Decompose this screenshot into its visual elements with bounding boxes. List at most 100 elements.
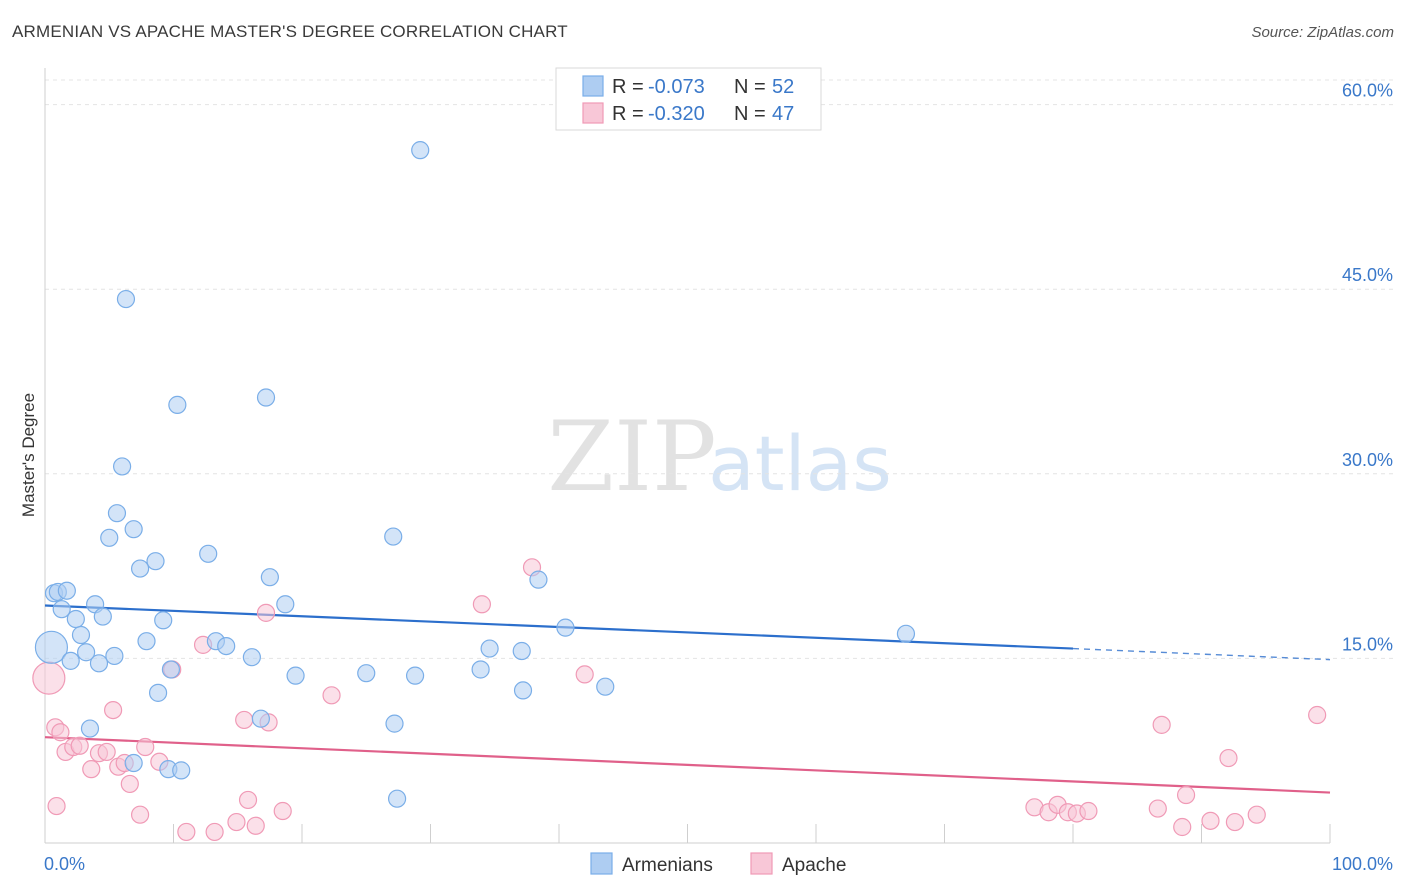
armenians-point [124,520,143,539]
series-legend: Armenians Apache [590,852,846,876]
apache-point [472,595,491,614]
apache-point [47,796,66,816]
armenians-point [411,141,430,160]
armenians-point [89,654,109,673]
armenians-point [480,639,499,658]
armenians-point [405,666,425,685]
armenians-point [529,570,548,589]
legend-n-value-apache: 47 [772,103,794,125]
y-tick-label: 60.0% [1342,81,1393,101]
legend-n-value-armenians: 52 [772,76,794,98]
armenians-point [199,544,218,563]
armenians-point [57,581,76,600]
correlation-legend: R = -0.073 N = 52 R = -0.320 N = 47 [555,67,822,131]
apache-point [82,760,101,779]
apache-point [136,737,155,757]
armenians-point [130,559,150,578]
armenians-point [80,719,100,738]
axes [44,68,1331,844]
apache-point [1308,705,1327,725]
armenians-point [276,595,295,614]
apache-point [273,801,292,821]
apache-point [177,822,196,842]
legend-swatch-apache [582,102,604,124]
trend-line-apache [44,736,1331,794]
armenians-point [124,753,143,773]
armenians-point [61,651,80,670]
y-tick-label: 45.0% [1342,265,1393,285]
legend-r-value-armenians: -0.073 [648,76,705,98]
y-tick-labels: 15.0% 30.0% 45.0% 60.0% [1342,81,1393,655]
y-tick-label: 30.0% [1342,450,1393,470]
trend-line-extension-armenians [1072,647,1331,661]
apache-point [1079,801,1098,821]
watermark-atlas: atlas [708,419,892,508]
legend-n-label-armenians: N = [734,76,766,98]
armenians-point [387,789,407,808]
apache-point [322,686,341,705]
armenians-point [513,681,533,700]
armenians-point [596,677,615,696]
armenians-point [242,648,261,667]
apache-point [1219,748,1238,768]
armenians-point [286,666,305,685]
legend-r-label-armenians: R = [612,76,644,98]
apache-point [246,816,265,835]
armenians-point [217,636,236,656]
apache-point [235,710,254,730]
trend-lines [44,604,1331,794]
apache-point [1173,817,1192,837]
series-legend-label-apache: Apache [782,855,846,876]
apache-point [1152,715,1171,734]
armenians-point [71,625,91,645]
armenians-point [384,527,403,546]
armenians-point [146,552,165,571]
y-tick-label: 15.0% [1342,634,1393,654]
apache-point [1176,785,1196,805]
armenians-point [107,504,127,523]
chart-title: ARMENIAN VS APACHE MASTER'S DEGREE CORRE… [12,22,568,41]
apache-point [120,774,139,794]
armenians-point [161,660,181,679]
apache-point [256,603,276,622]
apache-point [1201,811,1220,830]
legend-r-value-apache: -0.320 [648,103,705,125]
apache-point [1148,799,1167,818]
armenians-point [105,646,124,666]
apache-point [51,723,70,742]
armenians-point [512,641,531,661]
x-tick-label-max: 100.0% [1332,854,1393,874]
armenians-point [116,289,136,309]
apache-point [1225,812,1245,832]
armenians-point [34,630,69,664]
armenians-point [148,683,168,702]
watermark-zip: ZIP [547,401,716,513]
grid-lines [45,79,1393,659]
armenians-point [357,664,376,683]
armenians-point [112,457,132,476]
apache-point [575,665,594,684]
legend-n-label-apache: N = [734,103,766,125]
armenians-point [52,600,71,619]
legend-r-label-apache: R = [612,103,644,125]
armenians-point [251,709,270,728]
armenians-point [385,714,404,733]
armenians-point [896,624,916,643]
armenians-points [34,141,916,808]
armenians-point [260,568,279,587]
armenians-point [77,643,96,662]
apache-point [1247,805,1266,824]
armenians-point [66,609,85,629]
armenians-point [556,618,575,637]
x-tick-label-min: 0.0% [44,854,85,874]
series-legend-label-armenians: Armenians [622,855,713,876]
legend-swatch-armenians [582,75,604,97]
chart-source: Source: ZipAtlas.com [1251,24,1394,41]
armenians-point [154,611,173,630]
apache-point [70,736,89,755]
apache-point [130,805,150,824]
armenians-point [137,632,156,651]
apache-point [205,822,224,842]
apache-point [238,790,258,810]
